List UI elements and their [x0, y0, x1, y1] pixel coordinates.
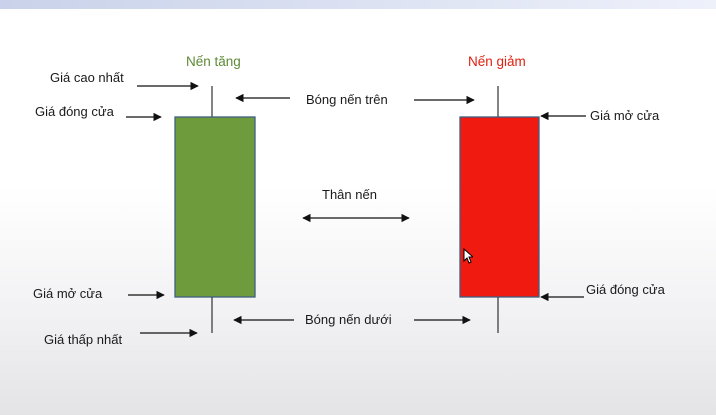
top-border-strip [0, 0, 716, 9]
label-upper-shadow: Bóng nến trên [306, 92, 388, 107]
label-candle-body: Thân nến [322, 187, 377, 202]
bullish-candle-body [174, 116, 256, 298]
label-lower-shadow: Bóng nến dưới [305, 312, 392, 327]
bullish-candle-title: Nến tăng [186, 54, 241, 69]
bearish-candle-body [459, 116, 540, 298]
label-bullish-close: Giá đóng cửa [35, 104, 114, 119]
label-bullish-open: Giá mở cửa [33, 286, 103, 301]
label-bearish-open: Giá mở cửa [590, 108, 660, 123]
bearish-candle-title: Nến giảm [468, 54, 526, 69]
label-bullish-high: Giá cao nhất [50, 70, 124, 85]
label-bearish-close: Giá đóng cửa [586, 282, 665, 297]
mouse-pointer-icon [463, 248, 473, 264]
label-bullish-low: Giá thấp nhất [44, 332, 123, 347]
